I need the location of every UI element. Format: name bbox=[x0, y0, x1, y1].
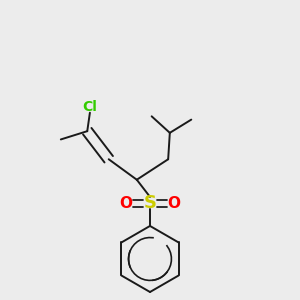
Text: O: O bbox=[167, 196, 180, 211]
Text: O: O bbox=[120, 196, 133, 211]
Text: S: S bbox=[143, 194, 157, 212]
Text: Cl: Cl bbox=[82, 100, 97, 114]
